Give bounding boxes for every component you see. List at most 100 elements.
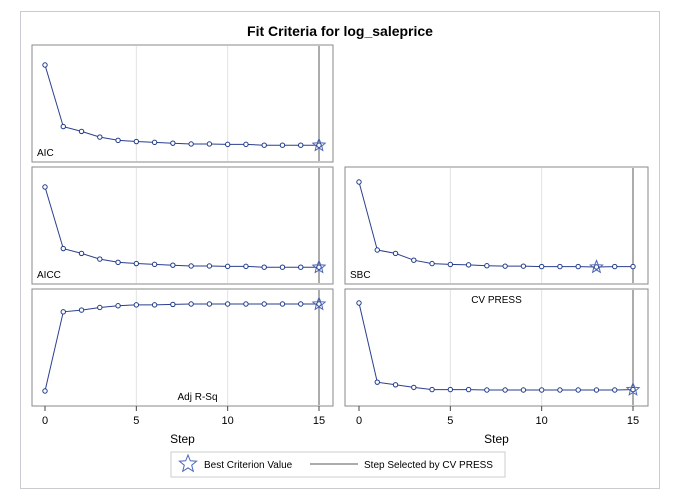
panel-sbc: SBC bbox=[344, 166, 649, 285]
data-point bbox=[298, 301, 304, 307]
data-point bbox=[42, 184, 48, 190]
data-point bbox=[224, 263, 231, 270]
data-point bbox=[557, 387, 563, 393]
panel-frame bbox=[344, 288, 649, 407]
data-point bbox=[133, 138, 140, 145]
data-point bbox=[630, 386, 636, 393]
data-point bbox=[115, 259, 121, 266]
best-criterion-star bbox=[625, 381, 641, 396]
data-point bbox=[151, 139, 158, 146]
data-point bbox=[60, 123, 66, 130]
data-point bbox=[502, 387, 508, 393]
data-point bbox=[374, 379, 380, 385]
panel-frame bbox=[31, 44, 334, 163]
chart-frame bbox=[20, 11, 660, 489]
data-point bbox=[593, 264, 600, 270]
data-point bbox=[298, 142, 304, 148]
panel-frame bbox=[344, 166, 649, 285]
data-point bbox=[42, 62, 48, 68]
data-point bbox=[151, 261, 158, 268]
data-point bbox=[298, 264, 304, 270]
data-point bbox=[429, 260, 435, 267]
x-tick-label: 10 bbox=[536, 415, 548, 427]
panel-label-cvpress: CV PRESS bbox=[471, 295, 522, 306]
data-point bbox=[316, 301, 322, 307]
data-point bbox=[115, 137, 121, 144]
data-point bbox=[133, 302, 140, 308]
panel-aic: AIC bbox=[31, 44, 334, 163]
data-point bbox=[261, 264, 267, 270]
data-point bbox=[78, 128, 85, 135]
data-point bbox=[42, 388, 48, 394]
x-tick-label: 5 bbox=[447, 415, 453, 427]
data-point bbox=[520, 387, 527, 393]
data-point bbox=[224, 141, 231, 148]
data-point bbox=[243, 263, 249, 270]
data-point bbox=[429, 386, 435, 393]
data-point bbox=[78, 307, 85, 313]
data-point bbox=[374, 247, 380, 253]
legend: Best Criterion Value Step Selected by CV … bbox=[170, 451, 506, 478]
legend-label-best: Best Criterion Value bbox=[204, 460, 293, 471]
data-point bbox=[151, 302, 158, 308]
data-point bbox=[97, 256, 103, 262]
data-point bbox=[279, 142, 286, 148]
data-point bbox=[188, 263, 194, 269]
x-tick-label: 0 bbox=[356, 415, 362, 427]
best-criterion-star bbox=[311, 259, 327, 274]
data-point bbox=[465, 262, 472, 268]
best-criterion-star bbox=[311, 137, 327, 152]
panel-label-adjrsq: Adj R-Sq bbox=[177, 392, 217, 403]
data-point bbox=[243, 301, 249, 307]
panel-adjrsq: Adj R-Sq bbox=[31, 288, 334, 407]
data-point bbox=[356, 179, 362, 185]
panel-cvpress: CV PRESS bbox=[344, 288, 649, 407]
data-point bbox=[60, 245, 66, 252]
data-point bbox=[593, 387, 600, 393]
data-point bbox=[484, 263, 490, 269]
series-line-adjrsq bbox=[44, 303, 319, 392]
data-point bbox=[115, 303, 121, 309]
data-point bbox=[484, 387, 490, 393]
data-point bbox=[316, 264, 322, 270]
x-tick-label: 5 bbox=[133, 415, 139, 427]
x-tick-label: 15 bbox=[627, 415, 639, 427]
data-point bbox=[279, 301, 286, 307]
series-line-aic bbox=[44, 64, 319, 146]
panel-aicc: AICC bbox=[31, 166, 334, 285]
data-point bbox=[316, 142, 322, 148]
data-point bbox=[206, 141, 213, 147]
x-tick-label: 15 bbox=[313, 415, 325, 427]
data-point bbox=[520, 263, 527, 269]
data-point bbox=[411, 384, 417, 391]
data-point bbox=[447, 261, 454, 268]
data-point bbox=[575, 263, 581, 270]
panel-label-aicc: AICC bbox=[37, 270, 61, 281]
data-point bbox=[261, 142, 267, 148]
series-line-sbc bbox=[358, 181, 633, 268]
data-point bbox=[188, 301, 194, 307]
data-point bbox=[392, 250, 399, 257]
data-point bbox=[206, 263, 213, 269]
best-criterion-star bbox=[311, 296, 327, 311]
data-point bbox=[243, 141, 249, 148]
data-point bbox=[538, 263, 545, 270]
data-point bbox=[279, 264, 286, 270]
data-point bbox=[356, 300, 362, 306]
data-point bbox=[612, 387, 618, 393]
data-point bbox=[60, 309, 66, 315]
data-point bbox=[170, 140, 176, 146]
panel-frame bbox=[31, 288, 334, 407]
data-point bbox=[575, 387, 581, 393]
data-point bbox=[188, 141, 194, 147]
data-point bbox=[206, 301, 213, 307]
data-point bbox=[612, 263, 618, 270]
data-point bbox=[465, 386, 472, 393]
data-point bbox=[170, 301, 176, 308]
series-line-aicc bbox=[44, 186, 319, 268]
data-point bbox=[224, 301, 231, 307]
data-point bbox=[538, 387, 545, 393]
data-point bbox=[97, 134, 103, 140]
data-point bbox=[170, 262, 176, 268]
